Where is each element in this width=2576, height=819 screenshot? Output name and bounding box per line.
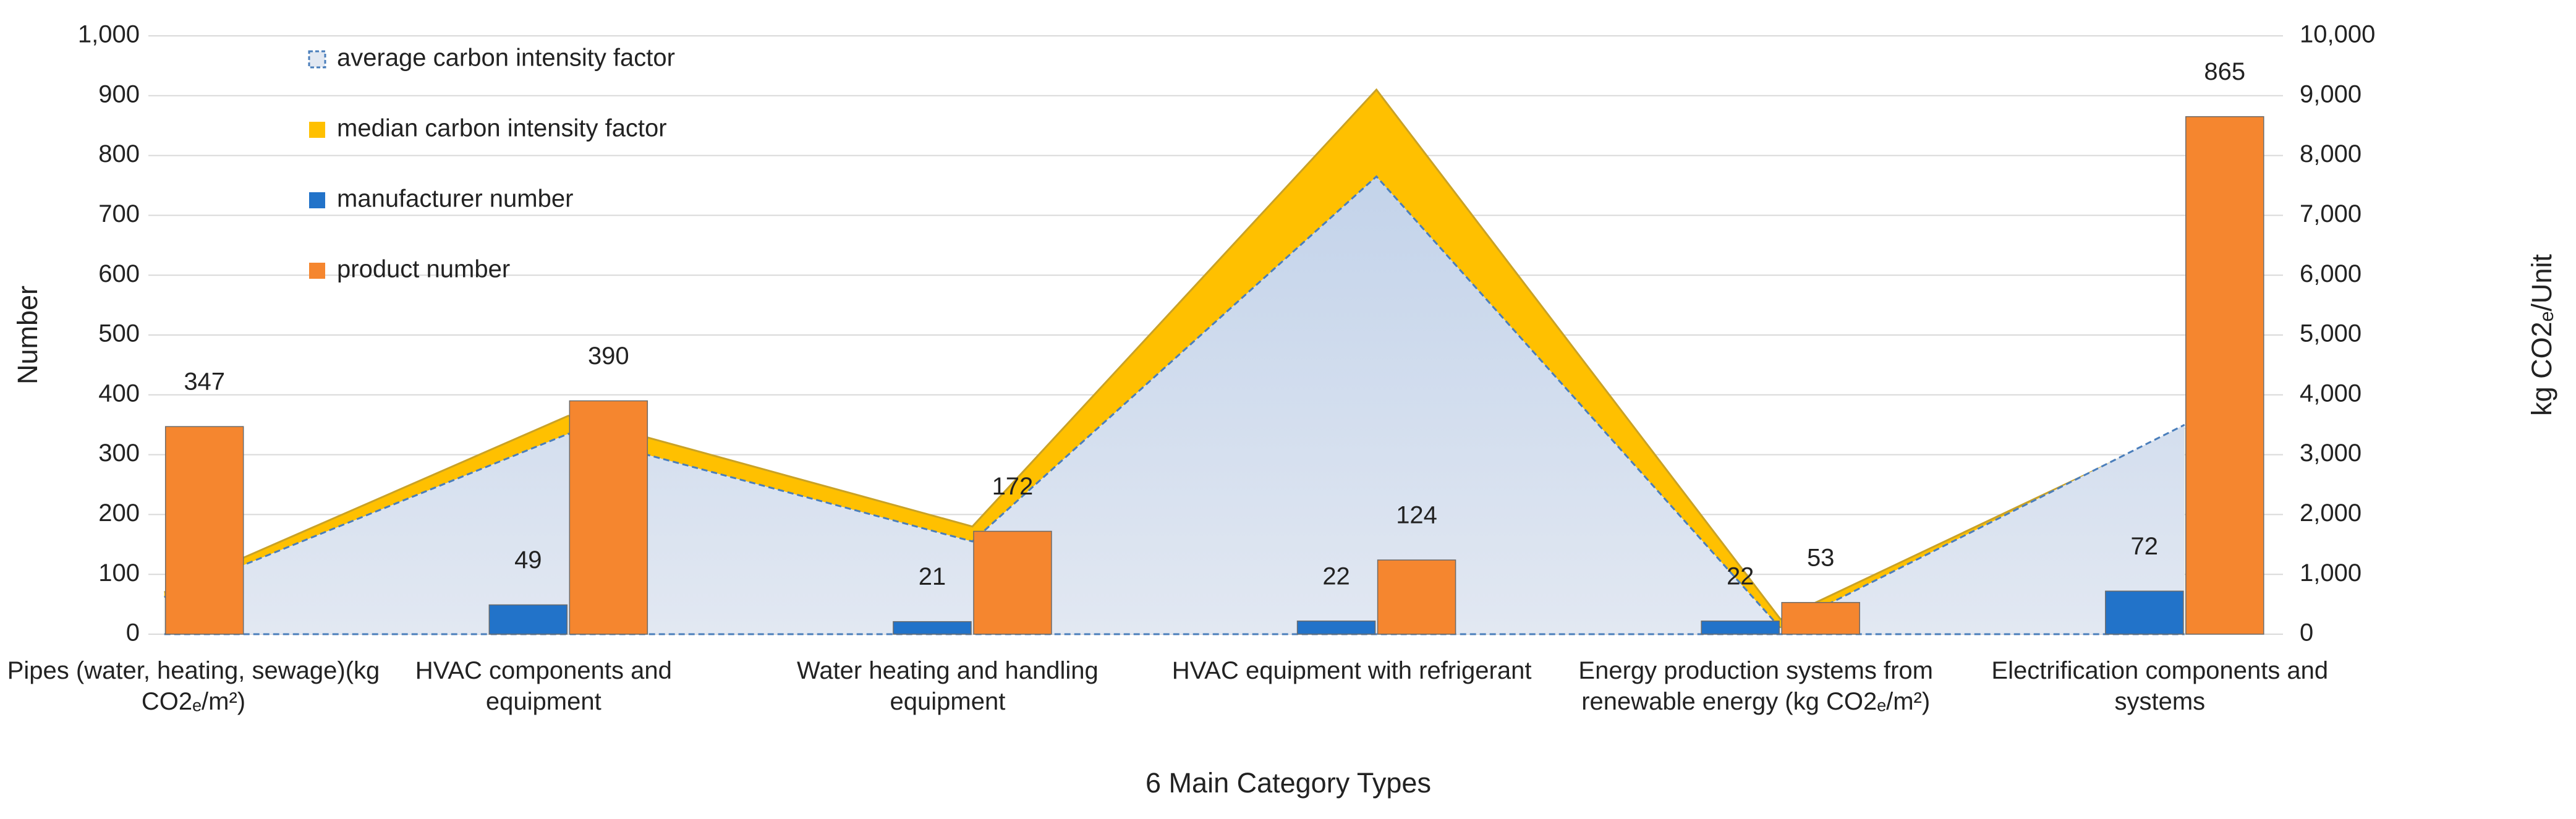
y-tick-label: 600: [98, 260, 140, 287]
x-tick-label: Water heating and handling equipment: [797, 657, 1099, 715]
x-tick-label: HVAC components and equipment: [415, 657, 672, 715]
legend-label: average carbon intensity factor: [337, 45, 675, 72]
y-tick-label: 700: [98, 200, 140, 227]
x-tick-label: Energy production systems from renewable…: [1578, 657, 1933, 715]
bar: [1296, 620, 1376, 635]
legend-label: median carbon intensity factor: [337, 115, 667, 142]
y-tick-label: 1,000: [78, 21, 140, 48]
y2-tick-label: 10,000: [2300, 21, 2375, 48]
y2-tick-label: 5,000: [2300, 320, 2361, 347]
y-tick-label: 300: [98, 439, 140, 467]
bar: [1781, 601, 1860, 635]
legend-label: manufacturer number: [337, 185, 573, 213]
legend-swatch: [309, 263, 325, 279]
bar: [569, 400, 648, 635]
area-edge: [164, 175, 2185, 630]
y2-tick-label: 1,000: [2300, 559, 2361, 587]
y-tick-label: 0: [126, 619, 140, 647]
y-tick-label: 900: [98, 80, 140, 108]
y2-tick-label: 0: [2300, 619, 2313, 647]
legend-swatch: [309, 122, 325, 138]
x-tick-label: Pipes (water, heating, sewage)(kg CO2ₑ/m…: [7, 657, 380, 715]
x-tick-label: HVAC equipment with refrigerant: [1171, 657, 1532, 684]
y2-tick-label: 9,000: [2300, 80, 2361, 108]
data-label: 53: [1807, 544, 1835, 571]
x-tick-label: Electrification components and systems: [1991, 657, 2329, 715]
y-axis-title: Number: [12, 286, 43, 384]
data-label: 22: [1727, 562, 1754, 590]
bar: [488, 604, 568, 635]
data-label: 49: [514, 546, 542, 574]
data-label: 21: [919, 563, 946, 590]
y2-tick-label: 7,000: [2300, 200, 2361, 227]
y-tick-label: 200: [98, 499, 140, 527]
y2-tick-label: 4,000: [2300, 380, 2361, 407]
data-label: 124: [1396, 502, 1437, 529]
x-axis-title: 6 Main Category Types: [1146, 767, 1431, 799]
y2-tick-label: 6,000: [2300, 260, 2361, 287]
legend-label: product number: [337, 256, 510, 283]
bar: [973, 530, 1052, 635]
legend-swatch: [309, 192, 325, 208]
data-label: 172: [992, 473, 1034, 500]
data-label: 865: [2204, 58, 2245, 85]
data-label: 390: [588, 342, 629, 370]
bar: [1701, 620, 1780, 635]
y-tick-label: 800: [98, 140, 140, 168]
y2-axis-title: kg CO2ₑ/Unit: [2526, 254, 2557, 416]
bar: [164, 426, 244, 635]
legend-swatch: [308, 50, 326, 69]
area: [164, 176, 2185, 635]
data-label: 72: [2131, 533, 2159, 560]
y2-tick-label: 2,000: [2300, 499, 2361, 527]
data-label: 22: [1322, 562, 1350, 590]
y-tick-label: 100: [98, 559, 140, 587]
bar: [1377, 559, 1456, 635]
y-tick-label: 500: [98, 320, 140, 347]
y2-tick-label: 3,000: [2300, 439, 2361, 467]
bar: [2105, 590, 2184, 635]
y2-tick-label: 8,000: [2300, 140, 2361, 168]
bar: [2185, 116, 2264, 635]
bar: [893, 621, 972, 635]
y-tick-label: 400: [98, 380, 140, 407]
data-label: 347: [184, 368, 225, 396]
area-edge: [164, 88, 2185, 621]
